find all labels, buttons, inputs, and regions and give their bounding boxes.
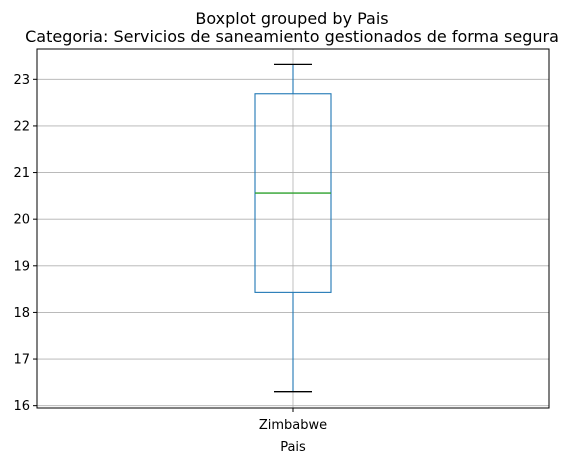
box-group bbox=[254, 63, 332, 393]
grid bbox=[37, 49, 549, 408]
axis-ticks: 16 17 18 19 20 21 22 23 Zimbabwe bbox=[13, 73, 327, 433]
y-tick-label: 19 bbox=[13, 259, 30, 274]
chart-title: Categoria: Servicios de saneamiento gest… bbox=[25, 27, 559, 46]
y-tick-label: 16 bbox=[13, 399, 30, 414]
y-tick-label: 21 bbox=[13, 166, 30, 181]
x-tick-label: Zimbabwe bbox=[259, 418, 327, 433]
y-tick-label: 20 bbox=[13, 213, 30, 228]
plot-frame bbox=[36, 48, 550, 409]
y-tick-label: 18 bbox=[13, 306, 30, 321]
y-tick-label: 22 bbox=[13, 119, 30, 134]
y-tick-label: 17 bbox=[13, 353, 30, 368]
chart-suptitle: Boxplot grouped by Pais bbox=[195, 9, 388, 28]
x-axis-label: Pais bbox=[280, 440, 306, 455]
y-tick-label: 23 bbox=[13, 73, 30, 88]
boxes bbox=[254, 63, 332, 393]
